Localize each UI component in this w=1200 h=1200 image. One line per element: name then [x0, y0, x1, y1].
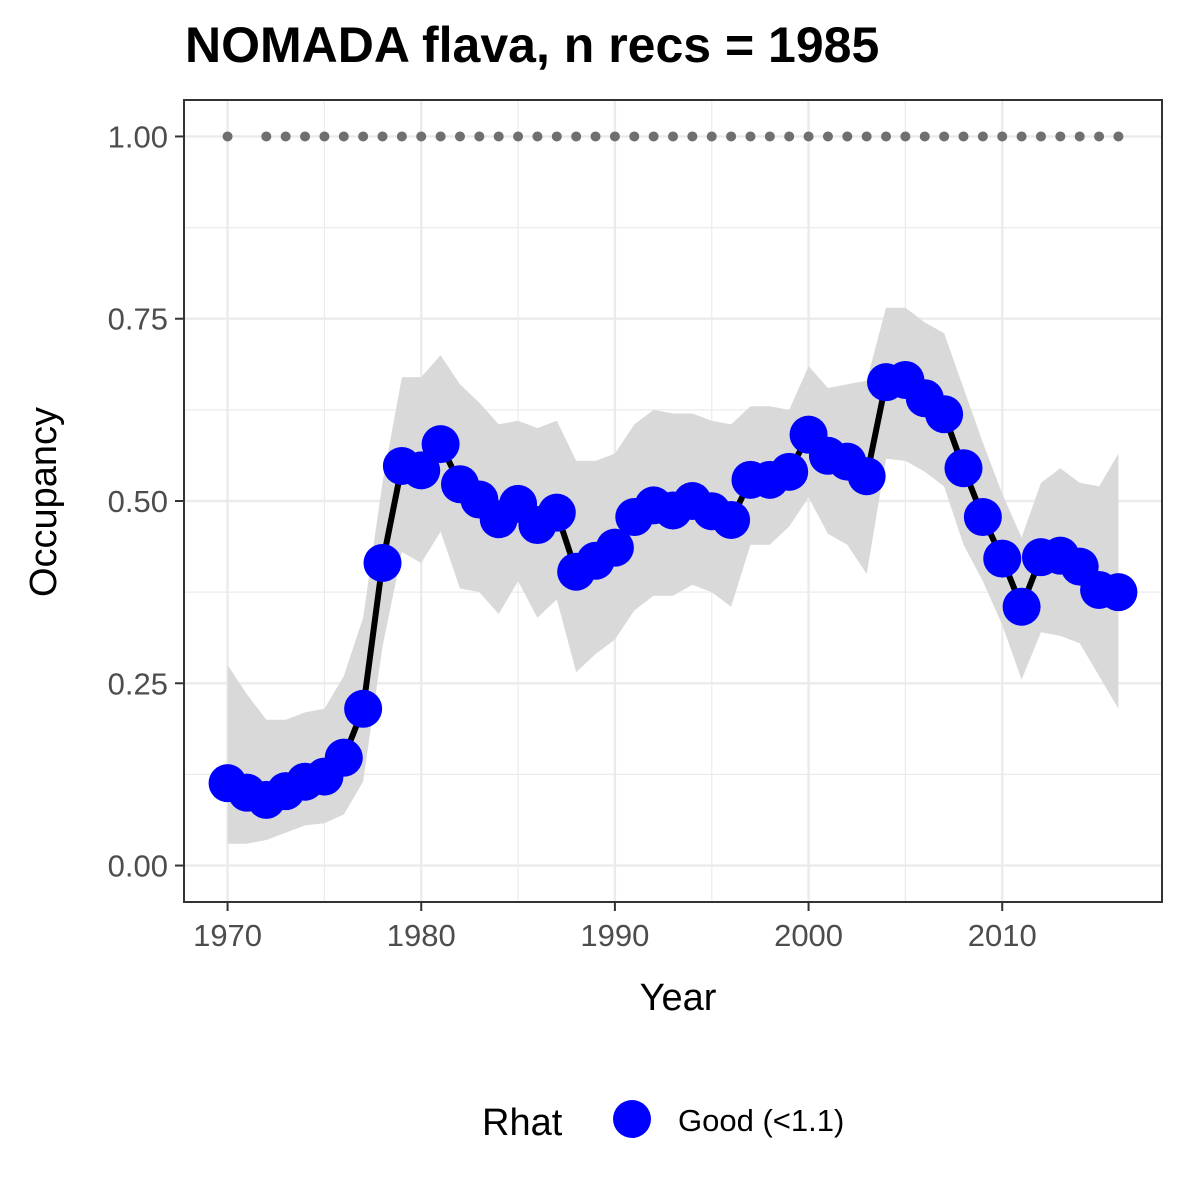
x-tick-label: 2000	[774, 918, 843, 953]
occupancy-point	[344, 689, 383, 728]
rhat-dot	[784, 131, 795, 142]
rhat-dot	[358, 131, 369, 142]
legend-title: Rhat	[482, 1102, 563, 1144]
rhat-dot	[513, 131, 524, 142]
legend-key-good	[613, 1100, 651, 1138]
rhat-dot	[668, 131, 678, 142]
occupancy-point	[944, 449, 983, 488]
rhat-dot	[629, 131, 640, 142]
rhat-dot	[396, 131, 407, 142]
rhat-dot	[280, 131, 291, 142]
rhat-dot	[648, 131, 659, 142]
rhat-dot	[1113, 131, 1124, 142]
rhat-dot	[1074, 131, 1085, 142]
y-axis-title: Occupancy	[23, 407, 65, 597]
occupancy-point	[925, 395, 964, 434]
x-tick-label: 1970	[193, 918, 262, 953]
x-tick-label: 2010	[968, 918, 1037, 953]
rhat-dot	[1035, 131, 1046, 142]
rhat-dot	[300, 131, 311, 142]
rhat-dot	[435, 131, 446, 142]
rhat-dot	[319, 131, 330, 142]
rhat-dots-layer	[222, 131, 1124, 142]
occupancy-point	[1099, 573, 1138, 612]
occupancy-point	[324, 738, 363, 777]
rhat-dot	[977, 131, 988, 142]
occupancy-point	[770, 452, 809, 491]
rhat-dot	[493, 131, 504, 142]
rhat-dot	[822, 131, 833, 142]
rhat-dot	[222, 131, 233, 142]
occupancy-point	[595, 528, 634, 567]
rhat-dot	[474, 131, 485, 142]
rhat-dot	[338, 131, 349, 142]
occupancy-point	[983, 539, 1022, 578]
rhat-dot	[958, 131, 969, 142]
x-axis-ticks: 1970 1980 1990 2000 2010	[193, 902, 1037, 953]
rhat-dot	[377, 131, 388, 142]
y-tick-label: 1.00	[108, 119, 168, 154]
occupancy-point	[402, 451, 441, 490]
occupancy-point	[963, 498, 1002, 537]
x-axis-title: Year	[640, 977, 717, 1019]
rhat-dot	[416, 131, 427, 142]
occupancy-point	[1002, 587, 1041, 626]
rhat-dot	[261, 131, 272, 142]
rhat-dot	[590, 131, 601, 142]
x-tick-label: 1980	[387, 918, 456, 953]
legend: Rhat Good (<1.1)	[482, 1100, 844, 1144]
rhat-dot	[571, 131, 582, 142]
rhat-dot	[1055, 131, 1066, 142]
y-tick-label: 0.25	[108, 666, 168, 701]
rhat-dot	[919, 131, 930, 142]
rhat-dot	[687, 131, 698, 142]
occupancy-points-layer	[208, 360, 1138, 819]
occupancy-point	[847, 457, 886, 496]
rhat-dot	[900, 131, 911, 142]
y-tick-label: 0.50	[108, 484, 168, 519]
occupancy-point	[537, 493, 576, 532]
y-axis-ticks: 0.00 0.25 0.50 0.75 1.00	[108, 119, 184, 884]
chart-title: NOMADA flava, n recs = 1985	[185, 17, 879, 73]
occupancy-point	[363, 543, 402, 582]
rhat-dot	[532, 131, 543, 142]
rhat-dot	[939, 131, 950, 142]
rhat-dot	[1016, 131, 1027, 142]
rhat-dot	[551, 131, 562, 142]
rhat-dot	[997, 131, 1008, 142]
rhat-dot	[745, 131, 756, 142]
y-tick-label: 0.75	[108, 302, 168, 337]
rhat-dot	[803, 131, 814, 142]
occupancy-point	[712, 500, 751, 539]
y-tick-label: 0.00	[108, 849, 168, 884]
rhat-dot	[609, 131, 620, 142]
legend-label-good: Good (<1.1)	[678, 1103, 844, 1138]
occupancy-point	[421, 425, 460, 464]
rhat-dot	[842, 131, 853, 142]
rhat-dot	[726, 131, 737, 142]
rhat-dot	[1094, 131, 1105, 142]
x-tick-label: 1990	[580, 918, 649, 953]
rhat-dot	[706, 131, 717, 142]
rhat-dot	[861, 131, 872, 142]
rhat-dot	[454, 131, 465, 142]
rhat-dot	[881, 131, 892, 142]
rhat-dot	[764, 131, 775, 142]
